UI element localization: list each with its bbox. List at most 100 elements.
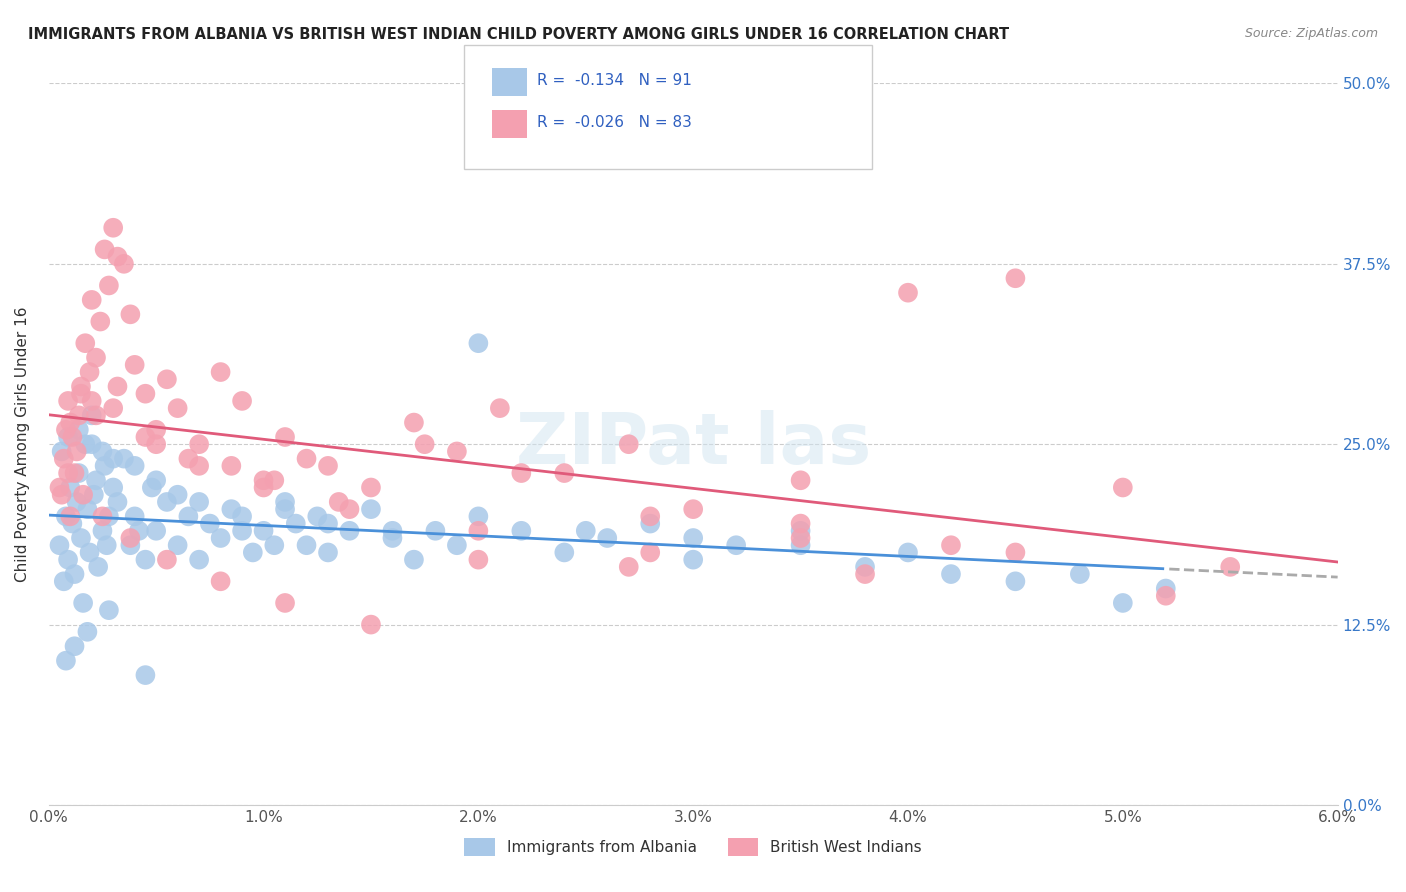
Point bbox=[467, 336, 489, 351]
Point bbox=[682, 531, 704, 545]
Text: R =  -0.134   N = 91: R = -0.134 N = 91 bbox=[537, 73, 692, 87]
Point bbox=[56, 430, 79, 444]
Point bbox=[198, 516, 221, 531]
Point bbox=[188, 495, 211, 509]
Point bbox=[134, 552, 156, 566]
Point bbox=[274, 596, 297, 610]
Point bbox=[467, 552, 489, 566]
Text: ZIPat las: ZIPat las bbox=[516, 409, 870, 479]
Point bbox=[84, 351, 107, 365]
Point bbox=[638, 545, 661, 559]
Point bbox=[1154, 589, 1177, 603]
Point bbox=[242, 545, 264, 559]
Point bbox=[1004, 545, 1026, 559]
Point bbox=[328, 495, 350, 509]
Text: IMMIGRANTS FROM ALBANIA VS BRITISH WEST INDIAN CHILD POVERTY AMONG GIRLS UNDER 1: IMMIGRANTS FROM ALBANIA VS BRITISH WEST … bbox=[28, 27, 1010, 42]
Point bbox=[145, 423, 167, 437]
Point bbox=[84, 473, 107, 487]
Point bbox=[402, 552, 425, 566]
Point bbox=[76, 502, 98, 516]
Point bbox=[209, 574, 232, 589]
Point bbox=[381, 531, 404, 545]
Point bbox=[1004, 574, 1026, 589]
Point bbox=[72, 488, 94, 502]
Point bbox=[166, 401, 188, 416]
Point bbox=[789, 516, 811, 531]
Text: R =  -0.026   N = 83: R = -0.026 N = 83 bbox=[537, 115, 692, 129]
Point bbox=[252, 481, 274, 495]
Point bbox=[316, 545, 339, 559]
Point bbox=[295, 451, 318, 466]
Point bbox=[295, 538, 318, 552]
Point bbox=[51, 444, 73, 458]
Point bbox=[48, 481, 70, 495]
Point bbox=[575, 524, 598, 538]
Point bbox=[134, 668, 156, 682]
Point bbox=[252, 524, 274, 538]
Point bbox=[56, 393, 79, 408]
Point bbox=[682, 552, 704, 566]
Point bbox=[446, 444, 468, 458]
Point bbox=[103, 220, 125, 235]
Point bbox=[52, 574, 75, 589]
Point bbox=[128, 524, 150, 538]
Point bbox=[596, 531, 619, 545]
Point bbox=[75, 437, 97, 451]
Point bbox=[59, 509, 82, 524]
Point bbox=[75, 336, 97, 351]
Point bbox=[55, 423, 77, 437]
Point bbox=[209, 365, 232, 379]
Point bbox=[360, 481, 382, 495]
Point bbox=[87, 560, 110, 574]
Point bbox=[725, 538, 748, 552]
Point bbox=[402, 416, 425, 430]
Point bbox=[284, 516, 307, 531]
Point bbox=[221, 502, 243, 516]
Point bbox=[360, 502, 382, 516]
Point bbox=[553, 466, 575, 480]
Point bbox=[789, 524, 811, 538]
Point bbox=[446, 538, 468, 552]
Point bbox=[70, 531, 93, 545]
Point bbox=[274, 502, 297, 516]
Point bbox=[91, 444, 114, 458]
Point bbox=[107, 495, 129, 509]
Point bbox=[89, 314, 111, 328]
Point bbox=[93, 458, 115, 473]
Point bbox=[467, 524, 489, 538]
Point bbox=[70, 386, 93, 401]
Point bbox=[63, 567, 86, 582]
Point bbox=[55, 654, 77, 668]
Point bbox=[177, 509, 200, 524]
Point bbox=[67, 423, 90, 437]
Point bbox=[67, 466, 90, 480]
Point bbox=[60, 430, 83, 444]
Point bbox=[91, 524, 114, 538]
Point bbox=[489, 401, 512, 416]
Point bbox=[124, 458, 146, 473]
Point bbox=[97, 278, 120, 293]
Point bbox=[67, 409, 90, 423]
Point bbox=[510, 466, 533, 480]
Point bbox=[1219, 560, 1241, 574]
Point bbox=[166, 488, 188, 502]
Point bbox=[120, 531, 142, 545]
Point bbox=[425, 524, 447, 538]
Point bbox=[166, 538, 188, 552]
Point bbox=[120, 538, 142, 552]
Point bbox=[107, 379, 129, 393]
Point bbox=[59, 416, 82, 430]
Point bbox=[70, 379, 93, 393]
Point bbox=[103, 481, 125, 495]
Point bbox=[316, 516, 339, 531]
Point bbox=[252, 473, 274, 487]
Point bbox=[97, 509, 120, 524]
Point bbox=[80, 393, 103, 408]
Point bbox=[1069, 567, 1091, 582]
Point bbox=[80, 437, 103, 451]
Point bbox=[97, 603, 120, 617]
Point bbox=[188, 437, 211, 451]
Legend: Immigrants from Albania, British West Indians: Immigrants from Albania, British West In… bbox=[458, 831, 928, 863]
Point bbox=[48, 538, 70, 552]
Point bbox=[56, 552, 79, 566]
